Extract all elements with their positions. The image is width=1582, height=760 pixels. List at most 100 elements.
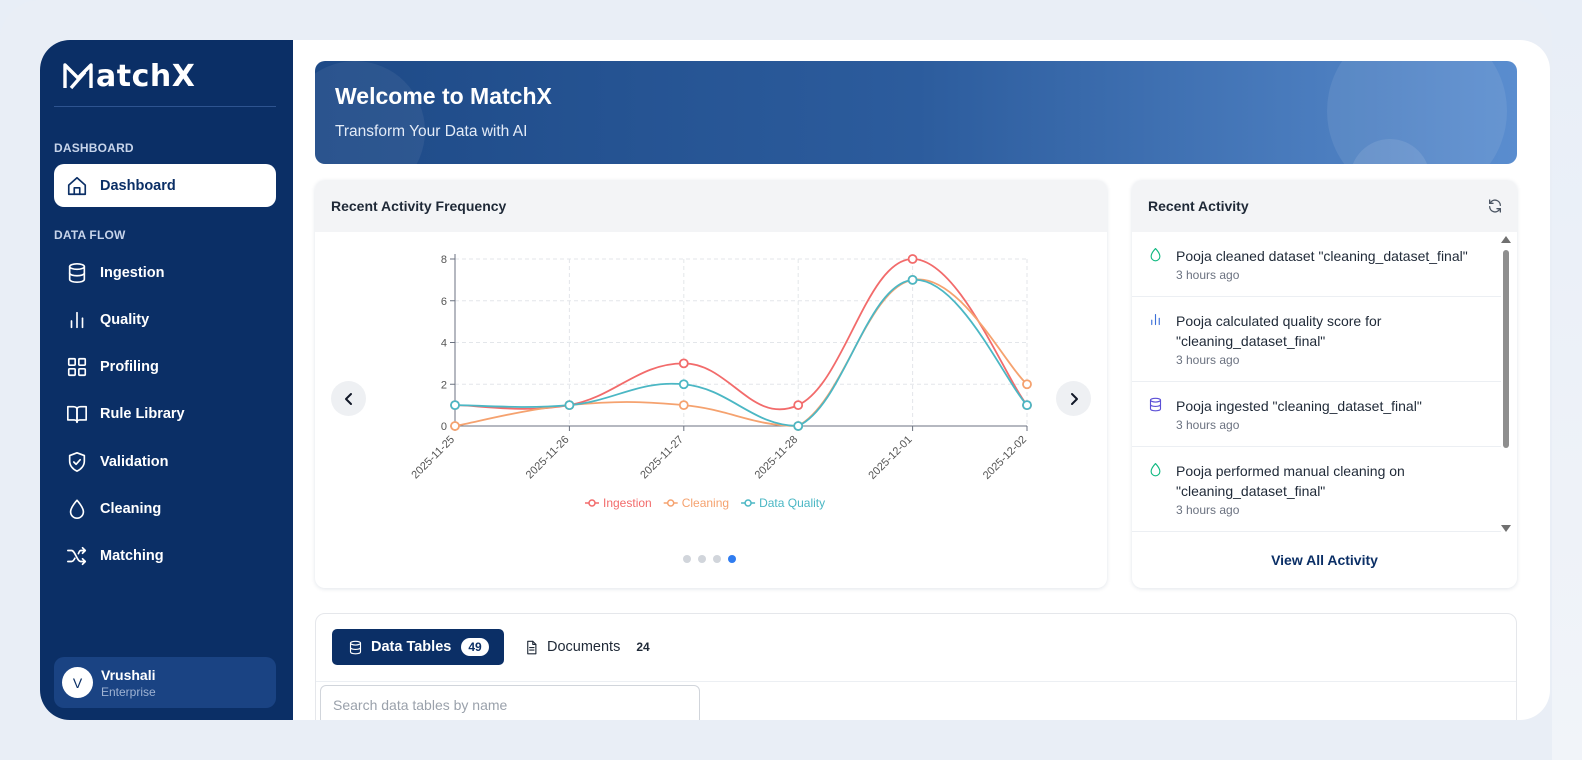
matchx-logo-icon [63, 63, 93, 90]
ingestion-point[interactable] [678, 358, 689, 369]
cleaning-point[interactable] [450, 421, 460, 431]
cleaning-point[interactable] [1022, 379, 1032, 390]
card-header: Recent Activity Frequency [315, 180, 1107, 232]
sidebar-item-label: Ingestion [100, 264, 165, 281]
sidebar-item-profiling[interactable]: Profiling [54, 345, 276, 388]
cleaning-legend-marker [666, 499, 675, 507]
card-title: Recent Activity [1148, 198, 1249, 214]
activity-time: 3 hours ago [1176, 353, 1240, 367]
droplet-icon [1150, 248, 1161, 262]
user-profile-card[interactable]: V Vrushali Enterprise [54, 657, 276, 708]
sidebar-item-label: Matching [100, 547, 164, 564]
user-name: Vrushali [101, 666, 156, 683]
carousel-prev-button[interactable] [331, 381, 366, 416]
carousel-dot[interactable] [698, 555, 706, 563]
carousel-indicators [683, 555, 736, 563]
cleaning-legend-label[interactable]: Cleaning [682, 496, 729, 510]
brand-name: atchX [96, 58, 196, 94]
sidebar-item-label: Cleaning [100, 500, 162, 517]
cleaning-line [454, 278, 1028, 427]
database-icon [68, 262, 86, 283]
sidebar-item-cleaning[interactable]: Cleaning [54, 487, 276, 530]
data-quality-point[interactable] [907, 274, 918, 285]
tab-documents[interactable]: Documents 24 [524, 629, 650, 665]
y-tick-label: 8 [441, 254, 447, 266]
carousel-next-button[interactable] [1056, 381, 1091, 416]
carousel-dot[interactable] [713, 555, 721, 563]
banner-decoration [1327, 61, 1507, 164]
section-label-dashboard: DASHBOARD [54, 141, 134, 155]
shuffle-icon [67, 546, 87, 565]
sidebar-item-validation[interactable]: Validation [54, 440, 276, 483]
sidebar-item-quality[interactable]: Quality [54, 298, 276, 341]
scroll-down-arrow-icon[interactable] [1501, 525, 1511, 532]
ingestion-line [454, 258, 1028, 411]
activity-text: Pooja cleaned dataset "cleaning_dataset_… [1176, 248, 1468, 264]
recent-activity-card: Recent Activity Pooja cleaned dataset "c… [1132, 180, 1517, 588]
tab-label: Documents [547, 639, 621, 655]
x-tick-label: 2025-11-25 [409, 434, 457, 482]
tab-label: Data Tables [371, 639, 452, 655]
sidebar-item-rule-library[interactable]: Rule Library [54, 392, 276, 435]
activity-line-chart: 0 2 4 6 8 2025-11-25 2025-11-26 2025-11-27 2025-… [409, 254, 1032, 510]
carousel-dot-active[interactable] [728, 555, 736, 563]
sidebar-divider [54, 106, 276, 107]
x-tick-label: 2025-12-02 [981, 434, 1029, 482]
card-header: Recent Activity [1132, 180, 1517, 232]
sidebar-item-ingestion[interactable]: Ingestion [54, 251, 276, 294]
chevron-left-icon [344, 392, 352, 405]
bar-chart-icon [1151, 313, 1160, 326]
activity-item[interactable]: Pooja ingested "cleaning_dataset_final" 3… [1132, 382, 1501, 447]
shield-check-icon [68, 451, 86, 472]
data-quality-legend-marker [744, 499, 752, 507]
cleaning-point[interactable] [678, 400, 689, 411]
sidebar-item-label: Quality [100, 311, 150, 328]
scroll-up-arrow-icon[interactable] [1501, 236, 1511, 243]
ingestion-point[interactable] [793, 400, 804, 411]
ingestion-point[interactable] [907, 254, 918, 264]
activity-frequency-card: Recent Activity Frequency 0 2 4 6 8 2025-11-2… [315, 180, 1107, 588]
activity-item[interactable]: Pooja cleaned dataset "cleaning_dataset_… [1132, 232, 1501, 297]
data-quality-legend-label[interactable]: Data Quality [759, 496, 825, 510]
count-badge: 49 [461, 638, 489, 656]
carousel-dot[interactable] [683, 555, 691, 563]
x-tick-label: 2025-11-28 [753, 434, 801, 482]
sidebar-item-label: Validation [100, 453, 169, 470]
activity-item[interactable]: Pooja calculated quality score for "clea… [1132, 297, 1501, 382]
data-quality-point[interactable] [1022, 400, 1032, 411]
activity-list[interactable]: Pooja cleaned dataset "cleaning_dataset_… [1132, 232, 1501, 538]
ingestion-legend-label[interactable]: Ingestion [603, 496, 652, 510]
search-input[interactable] [320, 685, 700, 720]
data-quality-point[interactable] [678, 379, 689, 390]
activity-scrollbar[interactable] [1501, 236, 1511, 534]
database-icon [349, 640, 362, 654]
sidebar-item-label: Profiling [100, 358, 159, 375]
document-icon [527, 640, 537, 654]
view-all-activity-link[interactable]: View All Activity [1271, 552, 1378, 568]
droplet-icon [1150, 463, 1161, 477]
data-quality-point[interactable] [793, 421, 804, 431]
activity-item[interactable]: Pooja performed manual cleaning on "clea… [1132, 447, 1501, 532]
avatar: V [62, 667, 93, 698]
data-quality-line [454, 278, 1028, 427]
tab-data-tables[interactable]: Data Tables 49 [332, 629, 504, 665]
activity-text: Pooja calculated quality score for "clea… [1176, 313, 1382, 349]
y-tick-label: 2 [441, 379, 447, 391]
data-quality-point[interactable] [450, 400, 460, 411]
scrollbar-thumb[interactable] [1503, 250, 1509, 448]
section-label-data-flow: DATA FLOW [54, 228, 126, 242]
user-plan: Enterprise [101, 684, 156, 699]
sidebar-item-dashboard[interactable]: Dashboard [54, 164, 276, 207]
sidebar-item-label: Dashboard [100, 177, 176, 194]
banner-subtitle: Transform Your Data with AI [335, 123, 528, 140]
chevron-right-icon [1070, 392, 1078, 405]
bar-chart-icon [70, 311, 84, 328]
data-quality-point[interactable] [564, 400, 575, 411]
activity-time: 3 hours ago [1176, 503, 1240, 517]
brand-logo[interactable]: atchX [62, 58, 195, 94]
activity-text: Pooja ingested "cleaning_dataset_final" [1176, 398, 1422, 414]
refresh-icon[interactable] [1487, 198, 1503, 214]
count-badge: 24 [636, 640, 650, 654]
sidebar-item-matching[interactable]: Matching [54, 534, 276, 577]
sidebar-item-label: Rule Library [100, 405, 185, 422]
